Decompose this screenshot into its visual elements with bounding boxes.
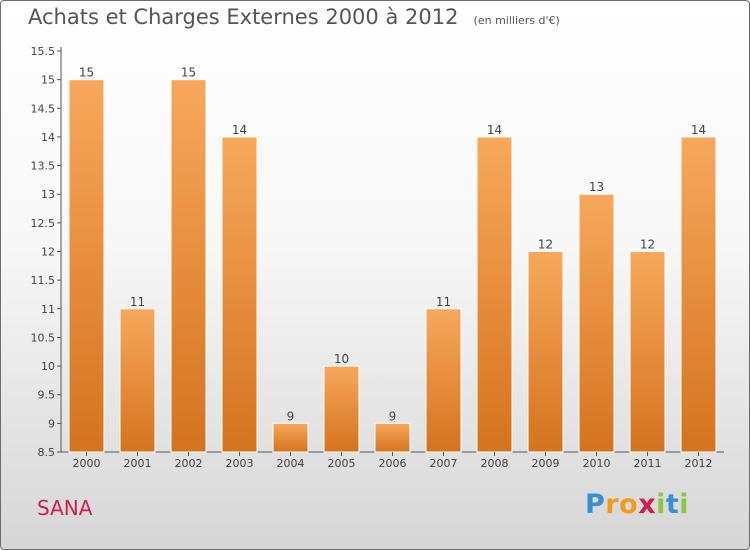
- x-tick-label: 2011: [634, 457, 662, 470]
- bar: [680, 136, 717, 453]
- y-tick-label: 14: [41, 131, 55, 144]
- x-tick-label: 2000: [73, 457, 101, 470]
- x-tick-label: 2009: [532, 457, 560, 470]
- bar: [68, 79, 105, 453]
- y-tick-label: 8.5: [38, 446, 56, 459]
- logo-letter: o: [619, 489, 639, 520]
- x-tick-label: 2005: [328, 457, 356, 470]
- bar: [425, 308, 462, 453]
- y-tick-label: 10.5: [31, 331, 56, 344]
- bar-value-label: 10: [334, 352, 349, 366]
- y-tick-label: 11.5: [31, 274, 56, 287]
- bar-value-label: 13: [589, 180, 604, 194]
- bar: [629, 251, 666, 453]
- bar: [527, 251, 564, 453]
- y-tick-label: 15: [41, 74, 55, 87]
- x-tick-label: 2002: [175, 457, 203, 470]
- logo-letter: i: [656, 489, 666, 520]
- bar-value-label: 12: [538, 238, 553, 252]
- commune-name: SANA: [37, 496, 93, 520]
- bar: [221, 136, 258, 453]
- x-tick-label: 2001: [124, 457, 152, 470]
- bar: [476, 136, 513, 453]
- y-tick-label: 9.5: [38, 389, 56, 402]
- title-block: Achats et Charges Externes 2000 à 2012 (…: [28, 5, 560, 29]
- y-tick-label: 9: [48, 417, 55, 430]
- bar-value-label: 15: [181, 66, 196, 80]
- chart-unit: (en milliers d'€): [473, 14, 560, 27]
- bar: [119, 308, 156, 453]
- bar-value-label: 9: [389, 409, 397, 423]
- y-tick-label: 10: [41, 360, 55, 373]
- logo-letter: t: [665, 489, 680, 520]
- logo-letter: x: [638, 489, 657, 520]
- proxiti-logo: Proxiti: [585, 489, 689, 520]
- x-tick-label: 2010: [583, 457, 611, 470]
- logo-letter: i: [679, 489, 690, 520]
- bar-value-label: 14: [487, 123, 502, 137]
- x-tick-label: 2012: [685, 457, 713, 470]
- bar: [323, 365, 360, 453]
- bar-value-label: 12: [640, 238, 655, 252]
- bar-value-label: 11: [130, 295, 145, 309]
- x-tick-label: 2007: [430, 457, 458, 470]
- y-tick-label: 12.5: [31, 217, 56, 230]
- y-tick-label: 15.5: [31, 45, 56, 58]
- bar: [272, 422, 309, 453]
- bar-value-label: 15: [79, 66, 94, 80]
- bar-value-label: 14: [232, 123, 247, 137]
- y-tick-label: 12: [41, 246, 55, 259]
- bar: [374, 422, 411, 453]
- x-tick-label: 2003: [226, 457, 254, 470]
- y-tick-label: 11: [41, 303, 55, 316]
- x-tick-label: 2008: [481, 457, 509, 470]
- bar-value-label: 11: [436, 295, 451, 309]
- y-tick-label: 13: [41, 188, 55, 201]
- chart-title: Achats et Charges Externes 2000 à 2012: [28, 5, 459, 29]
- bar-value-label: 9: [287, 409, 295, 423]
- y-tick-label: 14.5: [31, 102, 56, 115]
- logo-letter: r: [605, 489, 620, 520]
- bar: [170, 79, 207, 453]
- y-tick-label: 13.5: [31, 160, 56, 173]
- bar: [578, 193, 615, 453]
- logo-letter: P: [585, 489, 606, 520]
- x-tick-label: 2006: [379, 457, 407, 470]
- x-tick-label: 2004: [277, 457, 305, 470]
- bar-value-label: 14: [691, 123, 706, 137]
